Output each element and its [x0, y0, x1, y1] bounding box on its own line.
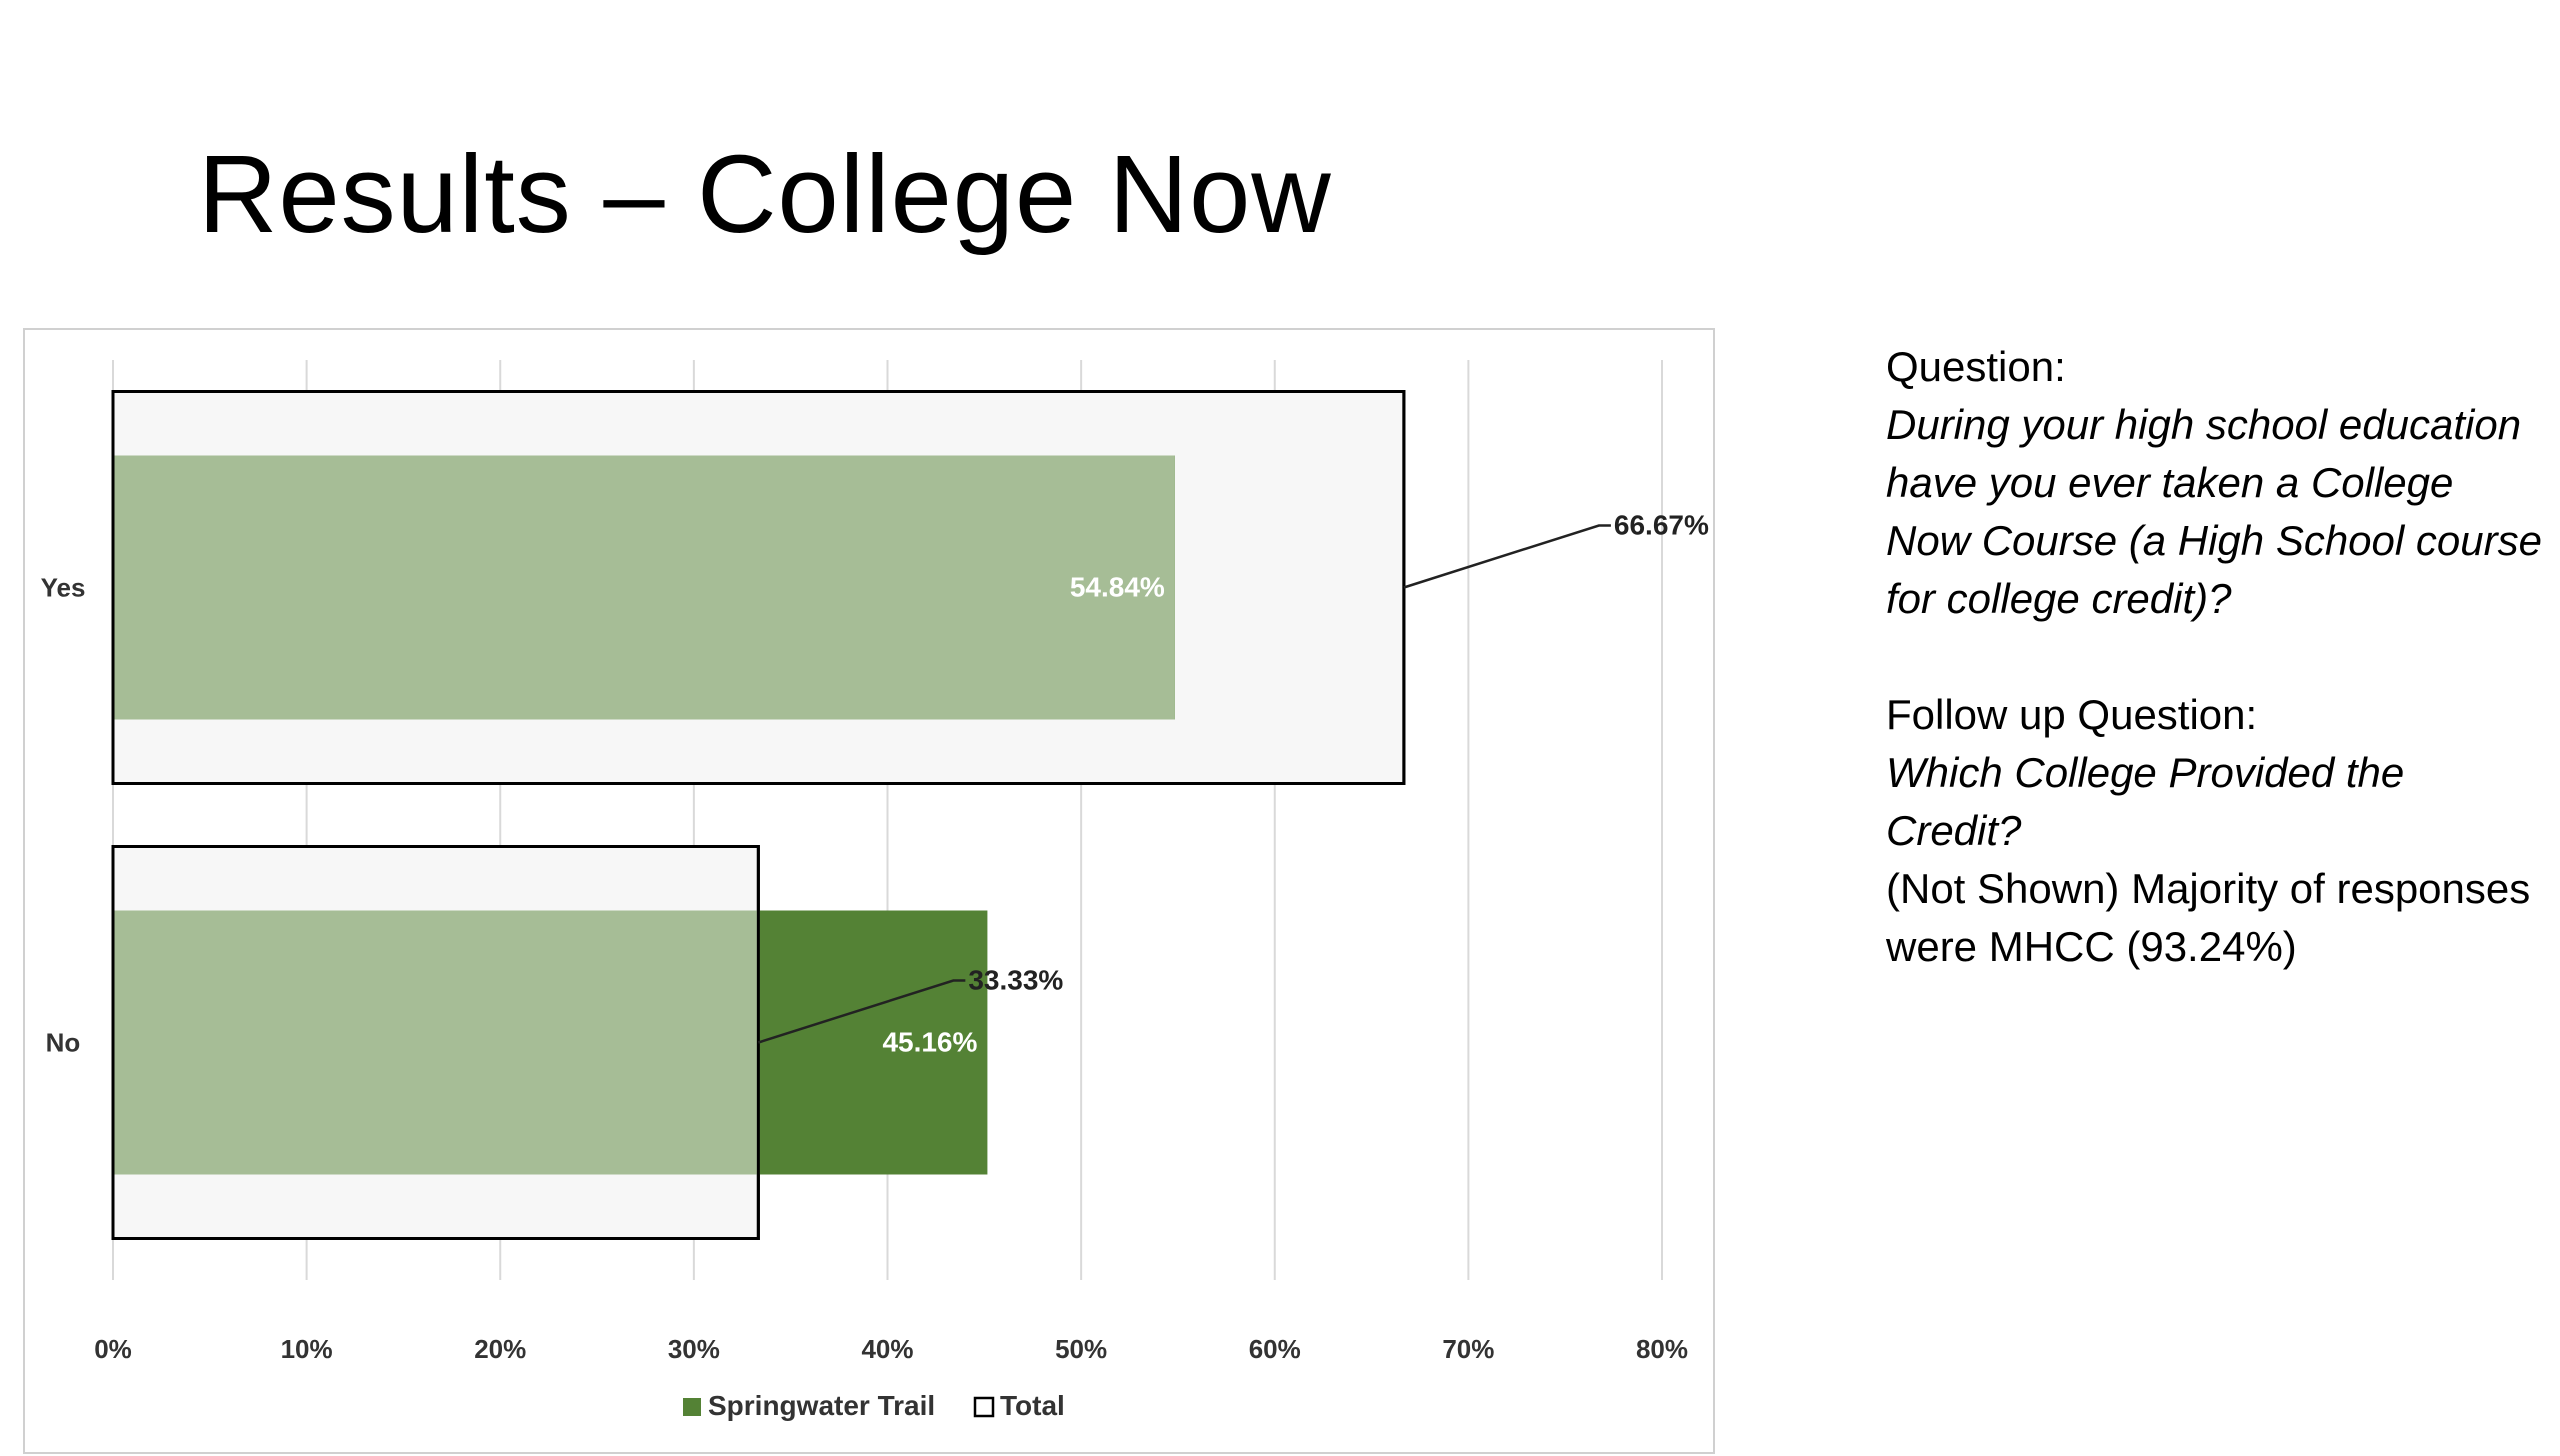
followup-note: (Not Shown) Majority of responses were M…: [1886, 865, 2531, 970]
x-tick-label: 30%: [668, 1334, 720, 1364]
x-tick-label: 0%: [94, 1334, 132, 1364]
x-tick-label: 20%: [474, 1334, 526, 1364]
legend-swatch-springwater: [683, 1398, 701, 1416]
x-tick-label: 70%: [1442, 1334, 1494, 1364]
bar-chart: 0% 10% 20% 30% 40% 50% 60% 70% 80% Yes 54.84% 66.67…: [41, 360, 1709, 1421]
x-tick-label: 50%: [1055, 1334, 1107, 1364]
question-text: During your high school education have y…: [1886, 401, 2542, 622]
legend-label-total: Total: [1000, 1390, 1065, 1421]
total-leader-line: [757, 979, 966, 1044]
followup-text: Which College Provided the Credit?: [1886, 749, 2405, 854]
legend-swatch-total: [973, 1396, 995, 1418]
question-label: Question:: [1886, 343, 2066, 390]
springwater-bar-overlap: [113, 455, 1175, 720]
followup-label: Follow up Question:: [1886, 691, 2258, 738]
total-data-label: 33.33%: [968, 965, 1063, 996]
y-category-label: Yes: [41, 573, 86, 603]
question-panel: Question: During your high school educat…: [1886, 338, 2546, 976]
x-tick-label: 60%: [1249, 1334, 1301, 1364]
legend-label-springwater: Springwater Trail: [708, 1390, 935, 1421]
total-leader-line: [1403, 524, 1611, 589]
springwater-data-label: 54.84%: [1070, 572, 1165, 603]
x-tick-label: 10%: [281, 1334, 333, 1364]
springwater-data-label: 45.16%: [882, 1027, 977, 1058]
x-tick-label: 40%: [861, 1334, 913, 1364]
x-tick-label: 80%: [1636, 1334, 1688, 1364]
slide-title: Results – College Now: [198, 133, 1332, 256]
springwater-bar-overlap: [113, 910, 759, 1175]
y-category-label: No: [46, 1028, 81, 1058]
chart-area: 0% 10% 20% 30% 40% 50% 60% 70% 80% Yes 54.84% 66.67…: [23, 328, 1715, 1454]
total-data-label: 66.67%: [1614, 510, 1709, 541]
